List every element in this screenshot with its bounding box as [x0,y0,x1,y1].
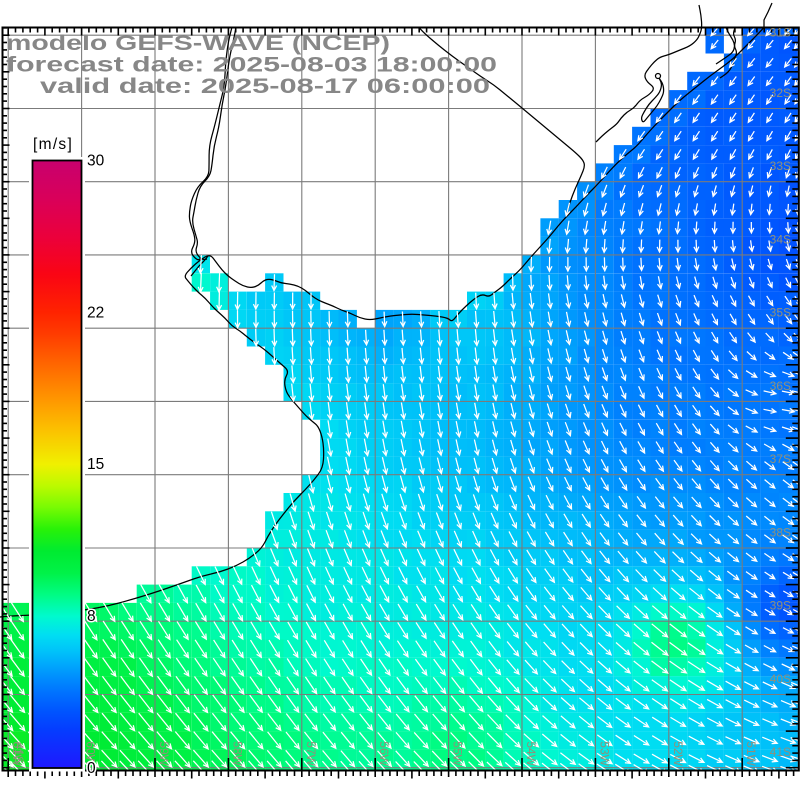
svg-text:38S: 38S [770,526,791,540]
svg-text:0: 0 [87,760,96,777]
svg-text:valid date: 2025-08-17 06:00:0: valid date: 2025-08-17 06:00:00 [40,75,490,98]
svg-text:33S: 33S [770,159,791,173]
svg-text:[m/s]: [m/s] [33,136,73,153]
svg-text:52W: 52W [671,741,685,766]
svg-text:57W: 57W [304,741,318,766]
svg-text:36S: 36S [770,379,791,393]
svg-text:35S: 35S [770,306,791,320]
svg-text:53W: 53W [597,741,611,766]
svg-text:56W: 56W [377,741,391,766]
svg-text:59W: 59W [157,741,171,766]
svg-text:54W: 54W [524,741,538,766]
svg-text:15: 15 [87,456,104,473]
svg-text:40S: 40S [770,672,791,686]
svg-text:41S: 41S [12,743,26,764]
svg-text:51W: 51W [744,741,758,766]
svg-text:forecast date: 2025-08-03 18:0: forecast date: 2025-08-03 18:00:00 [6,54,497,77]
svg-text:31S: 31S [770,25,791,39]
svg-text:60W: 60W [84,741,98,766]
svg-text:modelo GEFS-WAVE (NCEP): modelo GEFS-WAVE (NCEP) [6,32,390,55]
svg-text:22: 22 [87,304,104,321]
svg-text:61W: 61W [10,741,24,766]
svg-text:30: 30 [87,153,105,170]
svg-text:37S: 37S [770,452,791,466]
svg-text:32S: 32S [770,86,791,100]
svg-text:58W: 58W [230,741,244,766]
svg-text:41S: 41S [770,745,791,759]
svg-text:34S: 34S [770,232,791,246]
svg-text:55W: 55W [451,741,465,766]
svg-text:39S: 39S [770,599,791,613]
svg-text:8: 8 [87,608,96,625]
